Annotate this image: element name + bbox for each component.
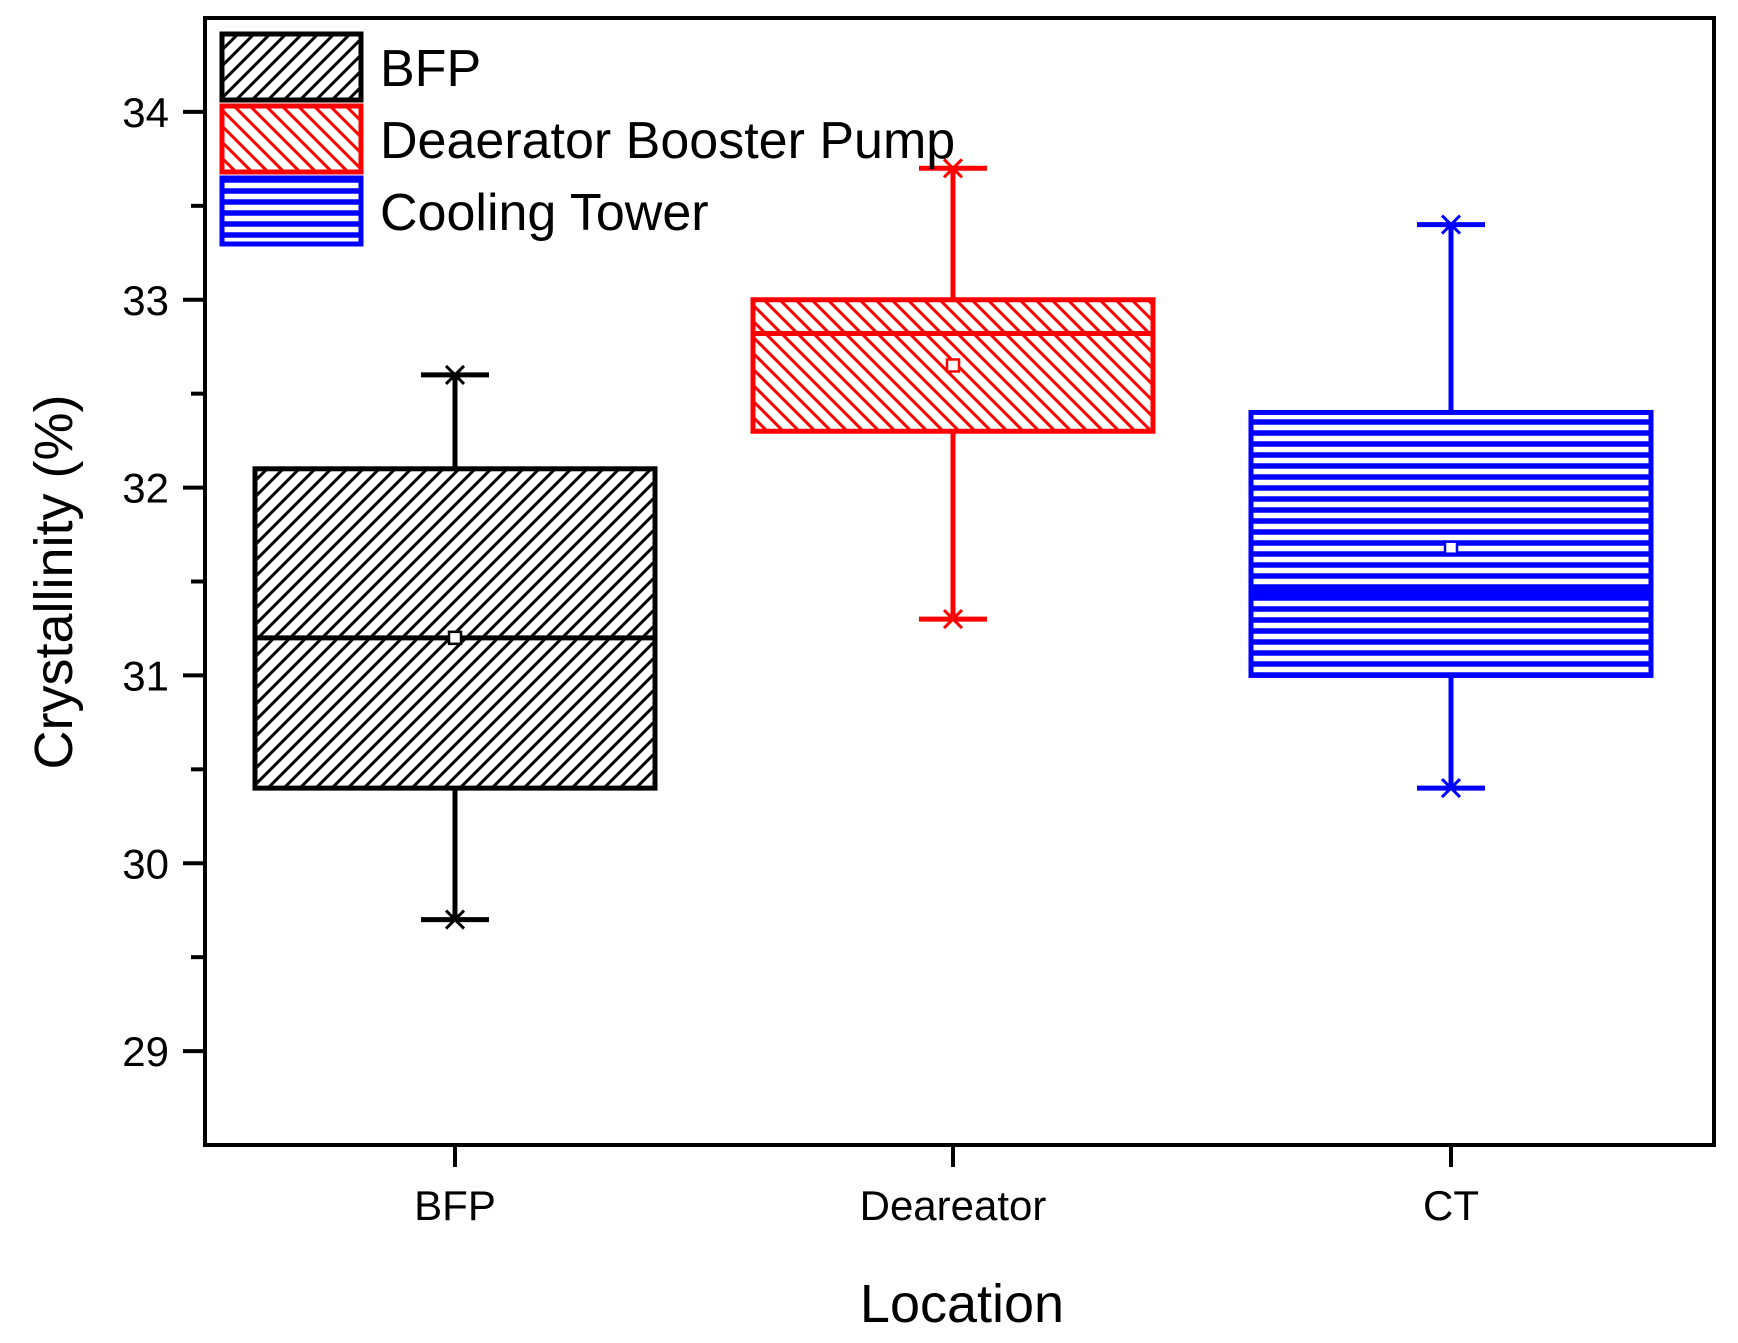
- box-series-group: [252, 158, 1654, 930]
- min-marker: [1440, 778, 1462, 799]
- legend-entry-cooling-tower: Cooling Tower: [219, 175, 709, 247]
- max-marker: [444, 364, 466, 385]
- box-body: [252, 466, 658, 791]
- y-tick-label: 33: [122, 277, 169, 324]
- min-marker: [444, 909, 466, 930]
- min-marker: [942, 609, 964, 630]
- legend-swatch-cooling-tower: [219, 175, 364, 247]
- x-axis-title: Location: [860, 1274, 1064, 1334]
- box-ct: [1248, 214, 1654, 799]
- legend-entry-bfp: BFP: [219, 31, 481, 103]
- mean-marker: [447, 630, 463, 646]
- legend-entry-deaerator: Deaerator Booster Pump: [219, 103, 955, 175]
- legend-swatch-bfp: [219, 31, 364, 103]
- x-tick-label: BFP: [414, 1182, 496, 1229]
- mean-marker: [945, 358, 961, 373]
- y-axis-title: Crystallinity (%): [24, 394, 84, 769]
- legend-swatch-deaerator: [219, 103, 364, 175]
- box-bfp: [252, 364, 658, 930]
- y-tick-label: 34: [122, 89, 169, 136]
- max-marker: [1440, 214, 1462, 235]
- y-tick-label: 32: [122, 465, 169, 512]
- y-tick-label: 30: [122, 840, 169, 887]
- box-deareator: [750, 158, 1156, 630]
- x-axis: BFP Deareator CT: [414, 1145, 1479, 1229]
- legend-label-cooling-tower: Cooling Tower: [380, 184, 709, 242]
- legend-label-bfp: BFP: [380, 40, 481, 98]
- y-axis: 29 30 31 32 33 34: [122, 89, 205, 1075]
- y-tick-label: 31: [122, 652, 169, 699]
- x-tick-label: Deareator: [860, 1182, 1047, 1229]
- legend-label-deaerator: Deaerator Booster Pump: [380, 112, 955, 170]
- y-tick-label: 29: [122, 1028, 169, 1075]
- legend: BFP Deaerator Booster Pump Cooling Tower: [219, 31, 955, 247]
- max-marker: [942, 158, 964, 179]
- mean-marker: [1443, 540, 1459, 555]
- x-tick-label: CT: [1423, 1182, 1479, 1229]
